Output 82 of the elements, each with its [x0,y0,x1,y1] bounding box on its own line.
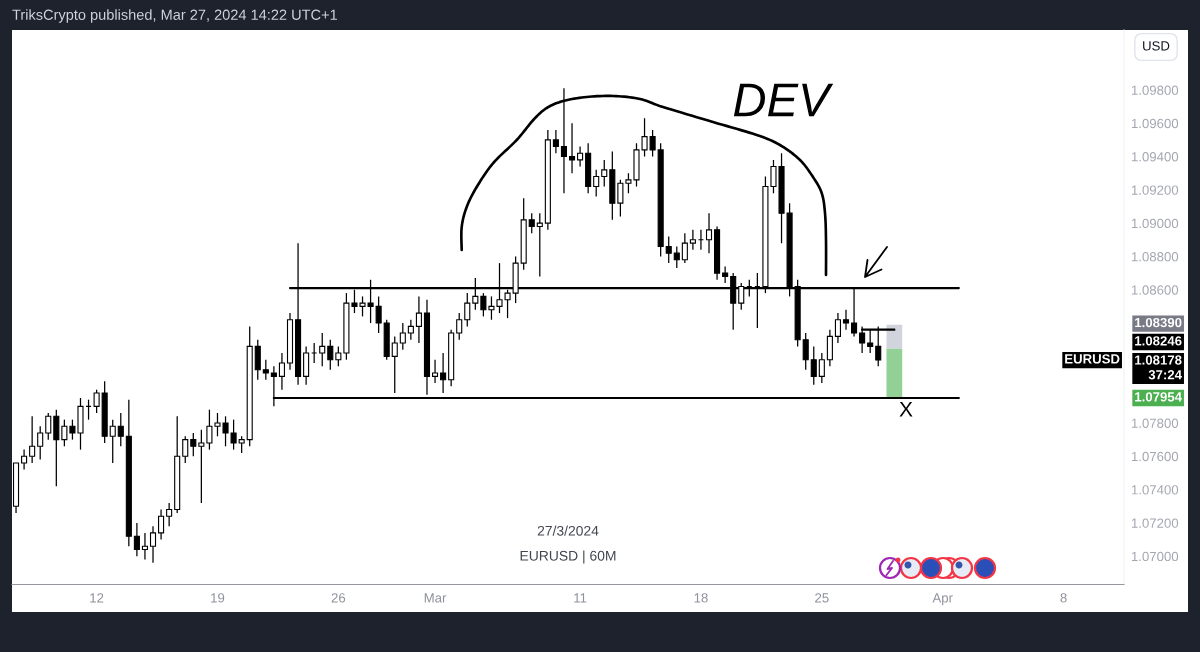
text: 1.08246 [1135,336,1182,346]
candlestick [278,352,285,391]
candlestick [689,229,696,251]
candlestick [456,312,463,341]
y-tick-label: 1.09200 [1131,185,1179,195]
candlestick [45,412,52,441]
candlestick [810,345,817,386]
y-tick-label: 1.09000 [1131,218,1179,229]
y-tick-label: 1.09400 [1131,152,1179,162]
text: USD [1143,41,1170,51]
candlestick [303,345,310,386]
candlestick [665,235,672,264]
candlestick [407,319,414,341]
candlestick [133,522,140,557]
annotation: DEV [733,83,834,117]
candlestick [37,425,44,461]
annotation: X [899,402,913,417]
y-tick-label: 1.07800 [1131,418,1179,428]
y-tick-label: 1.09600 [1131,118,1179,129]
candlestick [158,508,165,541]
candlestick [319,332,326,367]
candlestick [705,212,713,254]
candlestick [117,412,124,447]
x-tick-label: 12 [90,593,104,603]
candlestick [391,335,398,394]
candlestick [826,329,833,367]
annotation: EURUSD | 60M [520,550,616,564]
candlestick [311,342,318,364]
candlestick [29,415,36,464]
candlestick [577,145,584,168]
x-tick-label: 8 [1060,593,1067,603]
candlestick [182,435,189,464]
y-tick-label: 1.07400 [1131,485,1179,495]
candlestick [673,245,680,269]
candlestick [802,332,809,371]
candlestick [21,448,28,471]
y-tick-label: 1.07000 [1131,551,1179,562]
candlestick [722,265,729,284]
chart-title: TriksCrypto published, Mar 27, 2024 14:22 UTC+1 [12,9,337,23]
candlestick [464,292,471,328]
candlestick [536,212,543,278]
candlestick [149,525,157,564]
text: 1.08178 37:24 [1135,355,1182,380]
x-tick-label: 26 [331,593,346,603]
candlestick [166,502,173,527]
candlestick [681,232,688,264]
candlestick [415,295,422,344]
text: EURUSD [1065,354,1120,364]
x-tick-label: 19 [211,593,225,603]
x-tick-label: 11 [574,593,587,603]
candlestick [262,359,269,381]
candlestick [109,419,116,464]
text: 1.07954 [1135,392,1182,402]
candlestick [93,389,100,414]
text: 1.08390 [1135,317,1182,328]
y-tick-label: 1.09800 [1131,85,1179,95]
x-tick-label: 25 [815,593,829,603]
candlestick [842,309,850,331]
candlestick [431,359,439,384]
candlestick [601,159,608,188]
x-tick-label: Mar [424,593,447,603]
candlestick [141,532,149,561]
x-tick-label: 18 [694,593,708,603]
candlestick [834,312,841,344]
candlestick [254,339,261,381]
candlestick [53,409,60,487]
candlestick [593,169,600,198]
y-tick-label: 1.07600 [1131,451,1179,462]
candlestick [399,322,406,351]
candlestick [327,339,334,371]
candlestick [190,432,197,457]
y-tick-label: 1.07200 [1131,518,1179,528]
candlestick [818,352,825,384]
candlestick [440,352,447,394]
candlestick [552,129,559,154]
candlestick [335,345,342,367]
candlestick [568,122,576,174]
annotation: 27/3/2024 [537,525,599,536]
x-tick-label: Apr [932,593,953,606]
candlestick [528,212,535,234]
y-tick-label: 1.08800 [1131,252,1179,262]
y-tick-label: 1.08600 [1131,285,1179,295]
